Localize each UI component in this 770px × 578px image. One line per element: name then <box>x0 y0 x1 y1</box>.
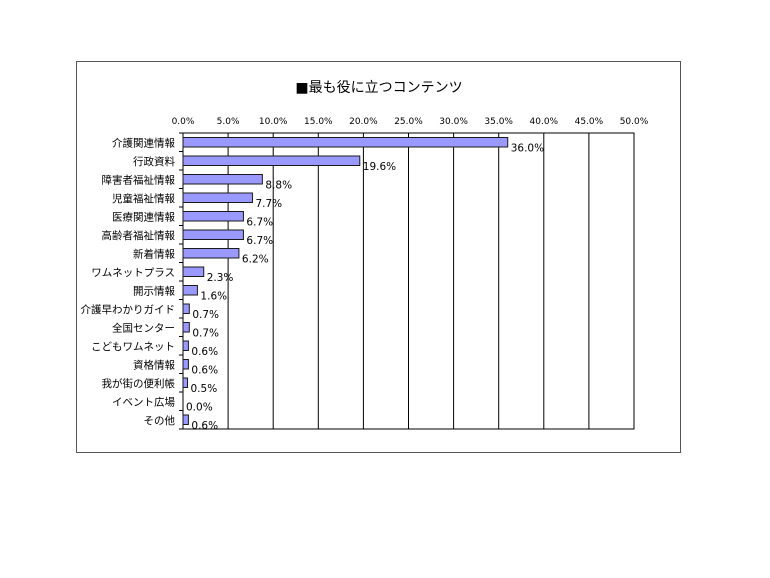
value-label: 1.6% <box>200 290 227 302</box>
bar <box>182 192 253 203</box>
value-label: 19.6% <box>363 161 396 173</box>
value-label: 6.2% <box>242 253 269 265</box>
x-tick-label: 0.0% <box>172 117 195 127</box>
bar <box>182 137 509 148</box>
value-label: 6.7% <box>246 235 273 247</box>
category-label: 介護関連情報 <box>112 136 175 149</box>
value-labels: 36.0% 19.6% 8.8% 7.7% 6.7% 6.7% 6.2% 2.3% 1.6% 0.… <box>186 142 544 432</box>
x-tick-label: 20.0% <box>349 117 378 127</box>
x-tick-label: 50.0% <box>620 117 649 127</box>
bar <box>182 229 244 240</box>
value-label: 0.7% <box>192 327 219 339</box>
value-label: 7.7% <box>255 198 282 210</box>
chart-frame: ■最も役に立つコンテンツ 0.0% 5.0% 10.0% 15.0% 20.0% 25.0… <box>76 61 681 453</box>
x-tick-label: 5.0% <box>217 117 240 127</box>
x-tick-labels: 0.0% 5.0% 10.0% 15.0% 20.0% 25.0% 30.0% 35.0% 40… <box>172 117 649 127</box>
bar <box>182 174 263 185</box>
x-tick-label: 30.0% <box>439 117 468 127</box>
value-label: 6.7% <box>246 216 273 228</box>
bar <box>182 359 189 370</box>
bar <box>182 303 190 314</box>
category-label: 障害者福祉情報 <box>102 173 176 186</box>
bar <box>182 377 189 388</box>
x-tick-label: 25.0% <box>394 117 423 127</box>
x-tick-label: 15.0% <box>304 117 333 127</box>
category-label: イベント広場 <box>112 395 175 408</box>
x-tick-label: 45.0% <box>575 117 604 127</box>
x-tick-label: 35.0% <box>484 117 513 127</box>
category-label: 新着情報 <box>133 247 175 260</box>
x-tick-label: 40.0% <box>530 117 559 127</box>
value-label: 0.0% <box>186 401 213 413</box>
category-label: 開示情報 <box>133 284 175 297</box>
category-labels: 介護関連情報行政資料障害者福祉情報児童福祉情報医療関連情報高齢者福祉情報新着情報… <box>81 136 176 427</box>
bar <box>182 266 205 277</box>
bar <box>182 285 198 296</box>
chart-title: ■最も役に立つコンテンツ <box>295 80 462 96</box>
bar <box>182 211 244 222</box>
category-label: 我が街の便利帳 <box>102 377 176 390</box>
x-tick-label: 10.0% <box>259 117 288 127</box>
category-label: 介護早わかりガイド <box>81 303 176 316</box>
value-label: 0.6% <box>191 420 218 432</box>
category-label: 資格情報 <box>133 358 175 371</box>
category-label: その他 <box>144 414 176 427</box>
bar <box>182 322 190 333</box>
value-label: 2.3% <box>207 272 234 284</box>
bar <box>182 414 189 425</box>
bar <box>182 155 361 166</box>
bar <box>182 340 189 351</box>
value-label: 0.7% <box>192 309 219 321</box>
bars <box>182 137 509 425</box>
value-label: 0.6% <box>191 346 218 358</box>
bar <box>182 248 240 259</box>
category-label: 医療関連情報 <box>112 210 175 223</box>
category-label: ワムネットプラス <box>91 267 175 279</box>
value-label: 0.6% <box>191 364 218 376</box>
category-label: 行政資料 <box>133 155 175 168</box>
category-label: こどもワムネット <box>91 341 175 353</box>
chart-svg: ■最も役に立つコンテンツ 0.0% 5.0% 10.0% 15.0% 20.0% 25.0… <box>81 80 649 432</box>
category-label: 児童福祉情報 <box>112 192 175 205</box>
category-label: 全国センター <box>112 321 175 334</box>
value-label: 0.5% <box>191 383 218 395</box>
value-label: 8.8% <box>265 179 292 191</box>
value-label: 36.0% <box>511 142 544 154</box>
category-label: 高齢者福祉情報 <box>102 229 176 242</box>
